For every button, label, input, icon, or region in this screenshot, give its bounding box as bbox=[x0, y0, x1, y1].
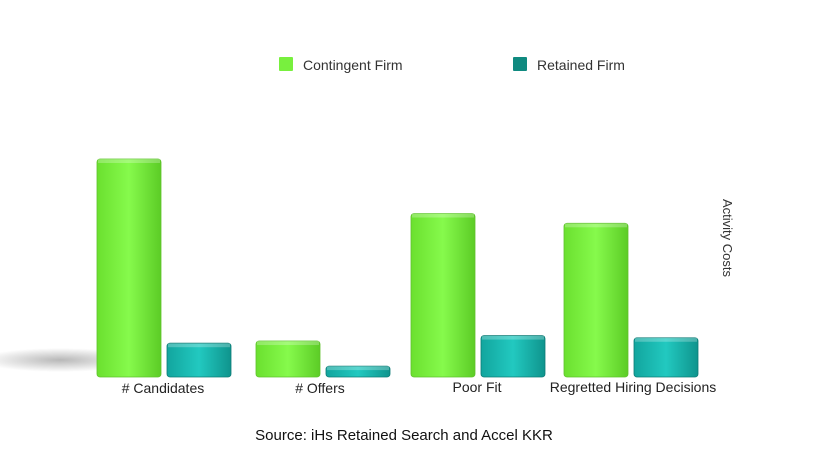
bar-highlight-retained-candidates bbox=[168, 343, 230, 348]
bar-highlight-contingent-candidates bbox=[98, 159, 160, 163]
bar-contingent-poor-fit bbox=[410, 213, 476, 378]
source-note: Source: iHs Retained Search and Accel KK… bbox=[255, 427, 553, 444]
bars-group bbox=[96, 158, 699, 378]
bar-contingent-offers bbox=[255, 340, 321, 378]
bar-contingent-regretted bbox=[563, 222, 629, 378]
tick-label-poor-fit: Poor Fit bbox=[452, 379, 501, 395]
x-axis-ticks: # Candidates # Offers Poor Fit Regretted… bbox=[122, 379, 717, 396]
legend-swatch-retained bbox=[513, 57, 527, 71]
bar-retained-regretted bbox=[633, 337, 699, 378]
tick-label-offers: # Offers bbox=[295, 380, 345, 396]
bar-contingent-candidates bbox=[96, 158, 162, 378]
bar-retained-candidates bbox=[166, 342, 232, 378]
bar-highlight-retained-regretted bbox=[635, 337, 697, 342]
tick-label-regretted: Regretted Hiring Decisions bbox=[550, 379, 717, 395]
bar-highlight-contingent-poor-fit bbox=[412, 213, 474, 218]
bar-highlight-contingent-regretted bbox=[565, 223, 627, 228]
legend-label-retained: Retained Firm bbox=[537, 57, 625, 73]
bar-retained-poor-fit bbox=[480, 335, 546, 378]
legend-swatch-contingent bbox=[279, 57, 293, 71]
bar-highlight-retained-poor-fit bbox=[482, 335, 544, 340]
bar-highlight-retained-offers bbox=[327, 366, 389, 371]
y-axis-label: Activity Costs bbox=[720, 199, 735, 278]
bar-retained-offers bbox=[325, 365, 391, 378]
legend: Contingent Firm Retained Firm bbox=[279, 57, 625, 73]
bar-highlight-contingent-offers bbox=[257, 341, 319, 346]
legend-label-contingent: Contingent Firm bbox=[303, 57, 403, 73]
tick-label-candidates: # Candidates bbox=[122, 380, 205, 396]
